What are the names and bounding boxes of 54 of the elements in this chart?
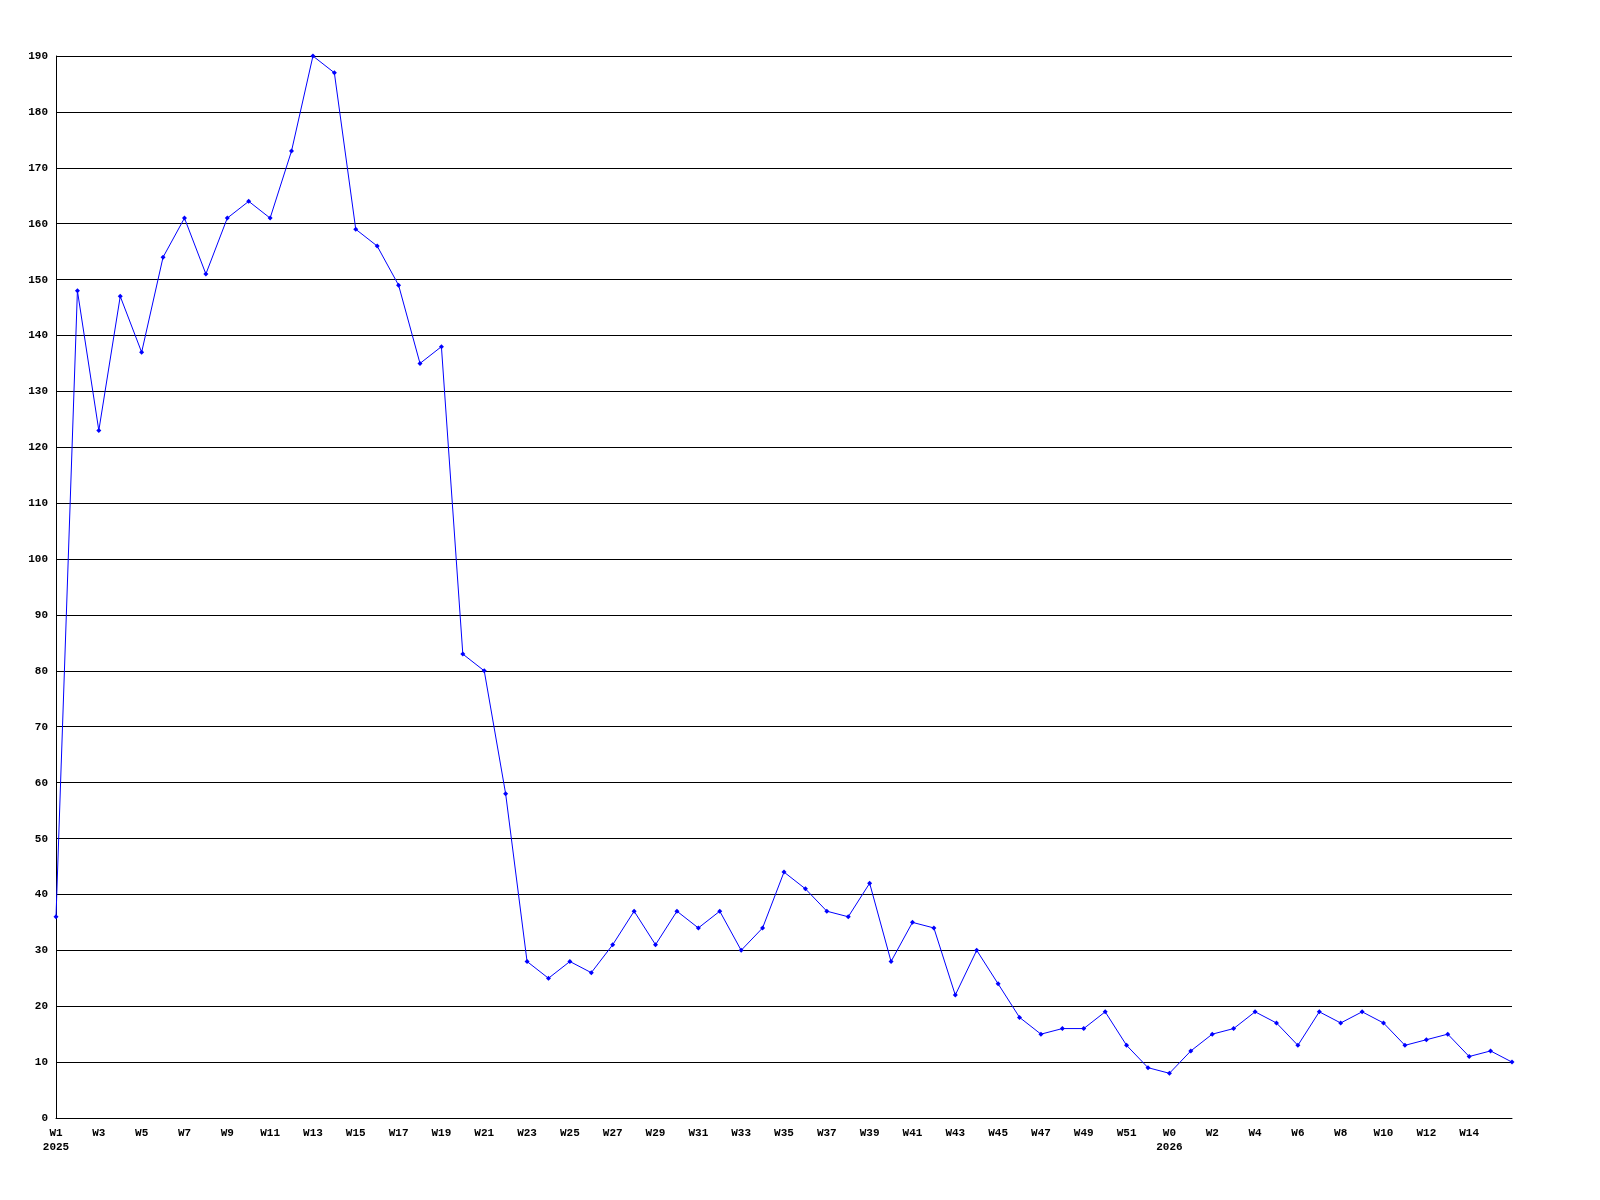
y-tick-label: 150	[28, 273, 48, 286]
y-tick-label: 40	[34, 888, 48, 901]
x-tick-label: W0 2026	[1156, 1127, 1183, 1153]
y-tick-label: 50	[34, 832, 48, 845]
x-tick-label: W23	[517, 1127, 538, 1139]
x-tick-label: W8	[1334, 1127, 1348, 1139]
y-tick-label: 60	[34, 776, 48, 789]
x-tick-label: W25	[559, 1127, 581, 1139]
y-tick-label: 0	[41, 1112, 48, 1124]
x-tick-label: W17	[388, 1127, 409, 1139]
x-tick-label: W19	[431, 1127, 452, 1139]
x-tick-label: W13	[303, 1127, 324, 1139]
y-tick-label: 10	[34, 1056, 48, 1069]
x-tick-label: W31	[688, 1127, 709, 1139]
x-tick-label: W47	[1031, 1127, 1051, 1139]
x-tick-label: W14	[1459, 1127, 1480, 1139]
y-tick-label: 30	[34, 944, 48, 957]
x-tick-label: W27	[602, 1127, 623, 1139]
x-tick-label: W4	[1248, 1127, 1263, 1139]
y-tick-label: 100	[28, 553, 48, 566]
y-tick-label: 190	[28, 50, 48, 62]
y-tick-label: 160	[28, 217, 48, 230]
x-tick-label: W29	[645, 1127, 666, 1139]
x-tick-label: W7	[177, 1127, 192, 1139]
x-tick-label: W51	[1116, 1127, 1137, 1139]
x-tick-label: W45	[988, 1127, 1009, 1139]
y-tick-label: 120	[28, 441, 48, 454]
y-tick-label: 20	[34, 1000, 48, 1013]
x-tick-label: W11	[260, 1127, 281, 1139]
y-tick-label: 80	[34, 664, 48, 677]
x-tick-label: W49	[1073, 1127, 1094, 1139]
x-tick-label: W33	[731, 1127, 752, 1139]
y-tick-label: 110	[28, 497, 48, 510]
x-tick-label: W10	[1373, 1127, 1394, 1139]
y-tick-label: 90	[34, 608, 48, 621]
x-tick-label: W35	[774, 1127, 795, 1139]
y-tick-label: 140	[28, 329, 48, 342]
x-tick-label: W41	[902, 1127, 923, 1139]
x-tick-label: W43	[945, 1127, 966, 1139]
y-tick-label: 130	[28, 385, 48, 398]
x-tick-label: W12	[1416, 1127, 1437, 1139]
x-tick-label: W9	[220, 1127, 234, 1139]
y-tick-label: 170	[28, 161, 48, 174]
x-tick-label: W5	[135, 1127, 149, 1139]
x-tick-label: W1 2025	[42, 1127, 70, 1153]
y-tick-label: 180	[28, 105, 48, 118]
x-tick-label: W21	[474, 1127, 495, 1139]
x-tick-label: W37	[816, 1127, 837, 1139]
x-tick-label: W3	[92, 1127, 106, 1139]
x-tick-label: W6	[1291, 1127, 1305, 1139]
x-tick-label: W2	[1205, 1127, 1219, 1139]
x-tick-label: W39	[859, 1127, 880, 1139]
y-tick-label: 70	[34, 720, 48, 733]
x-tick-label: W15	[345, 1127, 367, 1139]
